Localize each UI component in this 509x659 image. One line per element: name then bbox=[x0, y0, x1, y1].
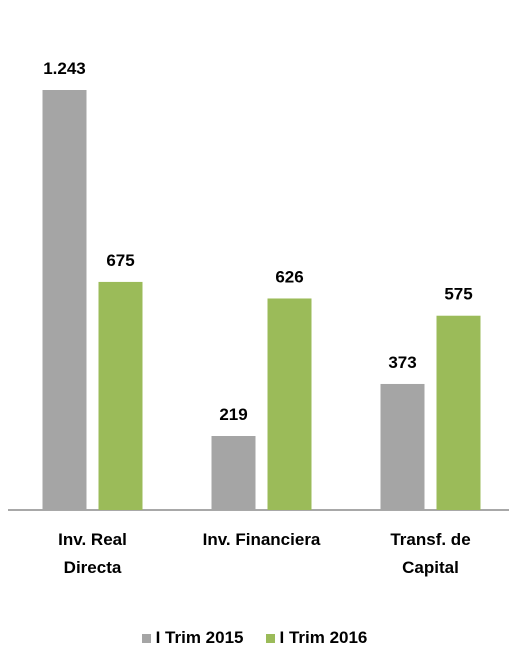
legend: I Trim 2015 I Trim 2016 bbox=[0, 628, 509, 648]
data-label: 1.243 bbox=[43, 59, 86, 78]
x-tick-label: Transf. de Capital bbox=[390, 530, 471, 577]
legend-item: I Trim 2015 bbox=[141, 628, 244, 648]
legend-label: I Trim 2015 bbox=[155, 628, 244, 647]
data-label: 373 bbox=[388, 353, 416, 372]
legend-swatch bbox=[265, 633, 275, 643]
bar bbox=[380, 383, 425, 510]
data-label: 675 bbox=[106, 251, 134, 270]
x-tick-label: Inv. Real Directa bbox=[58, 530, 127, 577]
legend-item: I Trim 2016 bbox=[265, 628, 368, 648]
bar bbox=[267, 298, 312, 510]
data-label: 626 bbox=[275, 267, 303, 286]
bar bbox=[436, 315, 481, 510]
data-label: 219 bbox=[219, 405, 247, 424]
legend-label: I Trim 2016 bbox=[279, 628, 368, 647]
legend-swatch bbox=[141, 633, 151, 643]
bar bbox=[42, 90, 87, 510]
data-label: 575 bbox=[444, 285, 472, 304]
bar bbox=[211, 436, 256, 510]
x-tick-label: Inv. Financiera bbox=[202, 530, 321, 549]
bar bbox=[98, 281, 143, 510]
